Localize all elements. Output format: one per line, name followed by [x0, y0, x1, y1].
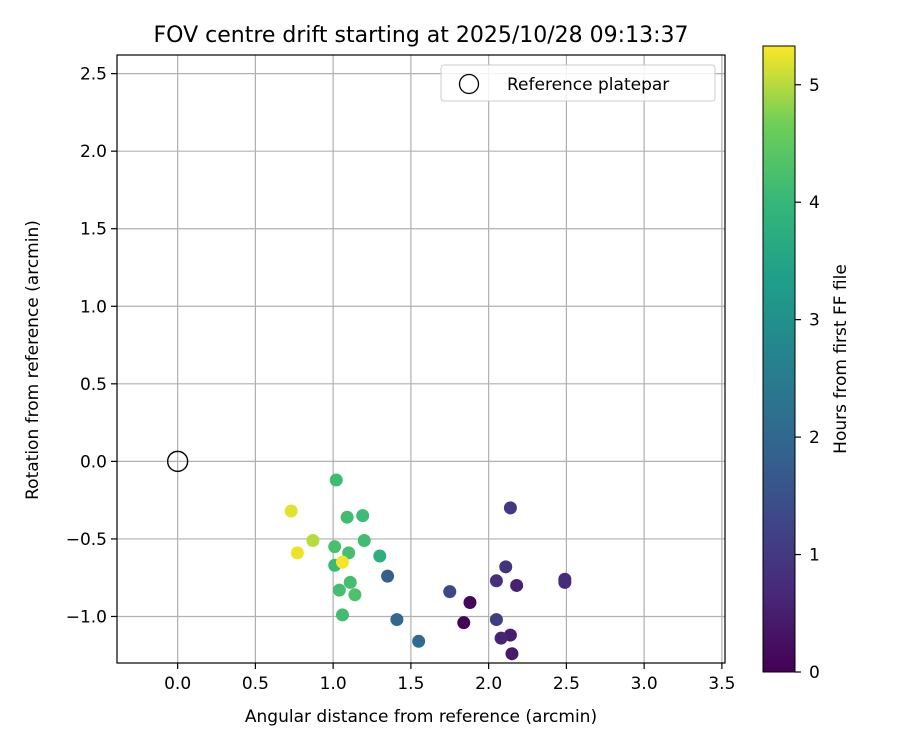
data-point [335, 555, 349, 569]
y-tick-label: 1.5 [80, 220, 107, 240]
data-point [332, 583, 346, 597]
data-point [489, 613, 503, 627]
data-point [342, 546, 356, 560]
reference-platepar-marker [166, 450, 189, 473]
legend-box [440, 64, 716, 102]
y-tick-label: 0.0 [80, 452, 107, 472]
data-point [510, 578, 524, 592]
data-point [356, 509, 370, 523]
data-point [558, 575, 572, 589]
legend-marker-reference [458, 73, 480, 95]
data-point [503, 501, 517, 515]
data-point [390, 613, 404, 627]
y-tick-label: 1.0 [80, 297, 107, 317]
data-point [329, 473, 343, 487]
colorbar: 0 1 2 3 4 5 Hours from first FF file [762, 45, 851, 683]
data-point [328, 540, 342, 554]
colorbar-gradient [762, 45, 796, 673]
data-point [348, 588, 362, 602]
reference-marker-layer [166, 450, 189, 473]
plot-frame [116, 54, 726, 664]
grid-lines [117, 55, 725, 663]
colorbar-tick-label: 0 [809, 663, 820, 683]
colorbar-tick-label: 5 [809, 76, 820, 96]
y-tick-label: −0.5 [66, 530, 107, 550]
y-axis-ticks: −1.0 −0.5 0.0 0.5 1.0 1.5 2.0 2.5 [66, 65, 117, 627]
x-axis-ticks: 0.0 0.5 1.0 1.5 2.0 2.5 3.0 3.5 [164, 663, 735, 694]
x-tick-label: 3.5 [708, 674, 735, 694]
data-point [457, 616, 471, 630]
x-tick-label: 2.5 [553, 674, 580, 694]
colorbar-ticks: 0 1 2 3 4 5 [795, 76, 820, 683]
data-point [357, 533, 371, 547]
data-point [494, 631, 508, 645]
colorbar-tick-label: 2 [809, 428, 820, 448]
y-tick-label: 0.5 [80, 375, 107, 395]
data-point [284, 504, 298, 518]
data-point [340, 510, 354, 524]
data-point [412, 634, 426, 648]
colorbar-tick-label: 3 [809, 311, 820, 331]
data-point [343, 575, 357, 589]
data-point [463, 596, 477, 610]
colorbar-label: Hours from first FF file [831, 264, 851, 454]
x-tick-label: 1.0 [320, 674, 347, 694]
data-point [499, 560, 513, 574]
x-tick-label: 0.5 [242, 674, 269, 694]
data-point [290, 546, 304, 560]
y-tick-label: −1.0 [66, 607, 107, 627]
x-tick-label: 3.0 [631, 674, 658, 694]
scatter-points [284, 473, 572, 661]
y-tick-label: 2.5 [80, 65, 107, 85]
chart-title: FOV centre drift starting at 2025/10/28 … [154, 23, 689, 48]
data-point [505, 647, 519, 661]
y-tick-label: 2.0 [80, 142, 107, 162]
data-point [306, 533, 320, 547]
x-axis-label: Angular distance from reference (arcmin) [245, 707, 597, 727]
x-tick-label: 0.0 [164, 674, 191, 694]
x-tick-label: 2.0 [475, 674, 502, 694]
data-point [335, 608, 349, 622]
y-axis-label: Rotation from reference (arcmin) [23, 220, 43, 500]
data-point [489, 574, 503, 588]
x-tick-label: 1.5 [397, 674, 424, 694]
data-point [443, 585, 457, 599]
legend: Reference platepar [440, 64, 716, 102]
data-point [373, 549, 387, 563]
data-point [381, 569, 395, 583]
colorbar-tick-label: 1 [809, 546, 820, 566]
legend-label-reference: Reference platepar [507, 75, 669, 95]
colorbar-tick-label: 4 [809, 193, 820, 213]
